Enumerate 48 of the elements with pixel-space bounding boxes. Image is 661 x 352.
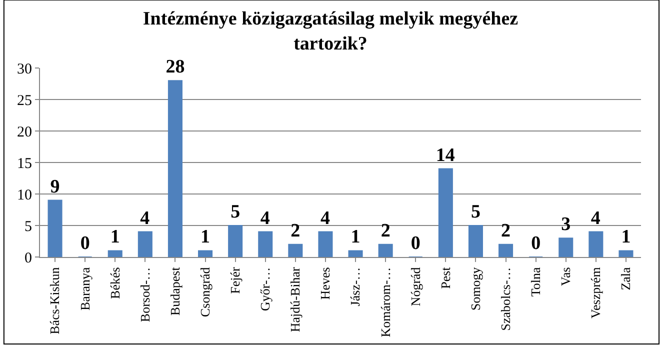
data-label: 1 — [350, 226, 360, 248]
data-label: 9 — [50, 176, 60, 198]
data-label: 1 — [110, 226, 120, 248]
chart-title: Intézménye közigazgatásilag melyik megyéhez tartozik? — [142, 8, 519, 54]
x-tick-label: Szabolcs-… — [498, 267, 514, 331]
x-tick-label: Baranya — [77, 266, 92, 311]
y-tick-label: 5 — [24, 218, 32, 235]
x-tick-label: Fejér — [228, 266, 243, 294]
data-label: 3 — [561, 214, 571, 236]
x-tick-label: Bács-Kiskun — [47, 266, 62, 334]
x-tick-label: Zala — [618, 266, 634, 290]
y-tick-label: 0 — [24, 250, 32, 266]
x-tick-label: Tolna — [528, 266, 544, 297]
data-label: 4 — [260, 208, 270, 229]
data-label: 14 — [436, 144, 456, 166]
x-tick-label: Békés — [107, 267, 122, 299]
data-label: 4 — [140, 208, 150, 229]
x-tick-label: Csongrád — [198, 266, 213, 318]
y-tick-label: 10 — [17, 187, 32, 204]
y-tick-label: 30 — [17, 61, 32, 78]
y-tick-label: 25 — [17, 92, 32, 109]
x-tick-label: Jász-… — [348, 267, 363, 306]
x-tick-label: Pest — [438, 266, 453, 289]
y-tick-label: 15 — [17, 156, 32, 172]
x-tick-label: Somogy — [468, 266, 483, 311]
x-tick-label: Hajdú-Bihar — [288, 266, 303, 332]
data-label: 1 — [621, 226, 631, 248]
x-tick-label: Nógrád — [408, 266, 423, 306]
data-label: 28 — [166, 56, 185, 78]
x-tick-label: Vas — [558, 267, 574, 286]
data-label: 0 — [531, 233, 541, 254]
x-tick-label: Komárom-… — [378, 267, 393, 338]
x-tick-label: Veszprém — [588, 267, 604, 318]
data-label: 1 — [200, 226, 210, 248]
x-tick-label: Győr-… — [258, 267, 273, 311]
data-label: 2 — [380, 220, 390, 242]
data-label: 0 — [410, 233, 420, 254]
data-label: 0 — [80, 233, 90, 254]
data-label: 5 — [470, 202, 480, 222]
data-label: 4 — [320, 208, 330, 229]
data-label: 2 — [290, 220, 300, 242]
x-tick-label: Budapest — [167, 266, 182, 316]
data-label: 4 — [590, 208, 601, 229]
data-label: 5 — [230, 202, 240, 222]
data-label: 2 — [501, 220, 511, 242]
x-tick-label: Heves — [318, 267, 333, 300]
x-tick-label: Borsod-… — [137, 267, 152, 322]
y-tick-label: 20 — [17, 124, 32, 140]
